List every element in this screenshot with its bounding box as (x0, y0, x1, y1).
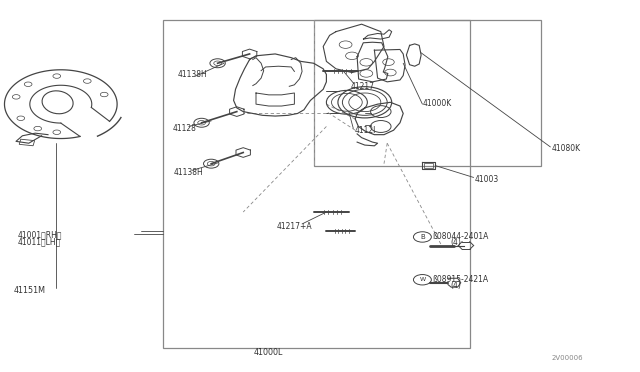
Bar (424, 163, 433, 168)
Text: ß08915-2421A: ß08915-2421A (433, 275, 489, 283)
Text: 41138H: 41138H (178, 70, 207, 79)
Text: B: B (420, 234, 425, 240)
Text: 41003: 41003 (475, 175, 499, 184)
Circle shape (413, 232, 431, 242)
Text: 41000L: 41000L (254, 348, 284, 357)
Text: 41000K: 41000K (422, 99, 452, 108)
Text: 4112l: 4112l (355, 126, 376, 135)
Text: W: W (419, 277, 426, 282)
Text: 41011〈LH〉: 41011〈LH〉 (17, 237, 61, 246)
Text: ß08044-2401A: ß08044-2401A (433, 232, 489, 241)
Text: 41128: 41128 (173, 124, 196, 133)
Bar (163, 20, 470, 348)
Circle shape (413, 275, 431, 285)
Text: 41151M: 41151M (14, 286, 46, 295)
Text: 41217: 41217 (351, 82, 375, 91)
Text: 41080K: 41080K (552, 144, 581, 153)
Text: (4): (4) (451, 281, 461, 290)
Text: 41217+A: 41217+A (277, 222, 313, 231)
Text: 2V00006: 2V00006 (552, 355, 583, 361)
Text: 41001〈RH〉: 41001〈RH〉 (17, 231, 62, 240)
Bar (314, 20, 541, 166)
Text: 41138H: 41138H (174, 169, 204, 177)
Bar (19, 139, 35, 146)
Text: (4): (4) (451, 238, 461, 247)
